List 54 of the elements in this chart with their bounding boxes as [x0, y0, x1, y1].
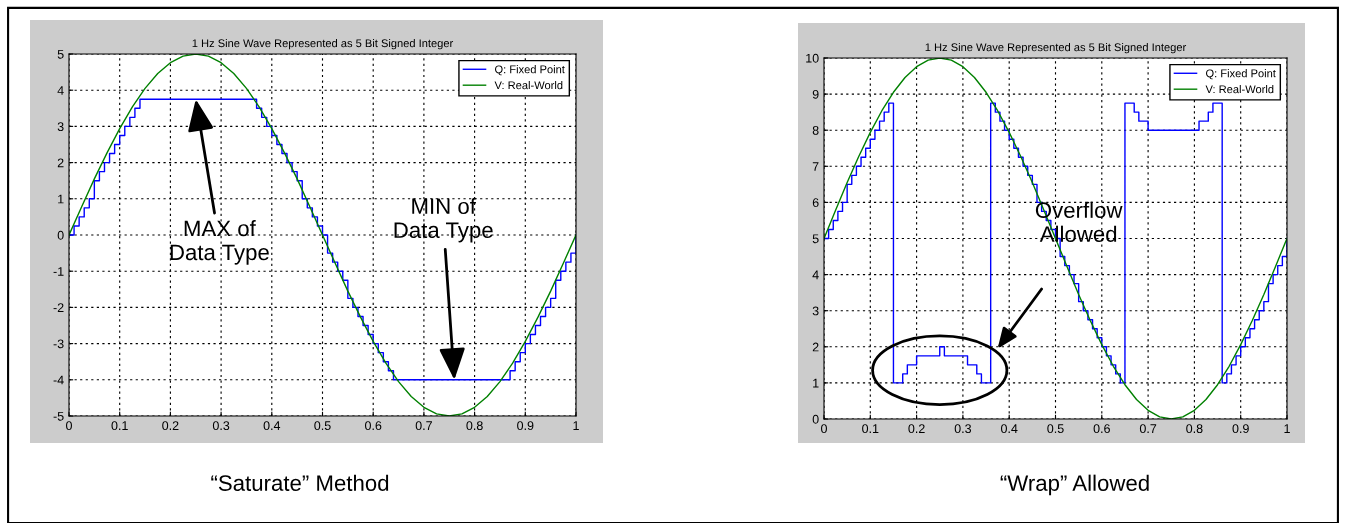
x-tick-label: 0.4	[263, 421, 281, 431]
x-tick-label: 0.1	[111, 421, 128, 431]
y-tick-label: 3	[812, 306, 819, 316]
text: “Saturate” Method	[211, 474, 389, 491]
x-tick-label: 0.7	[415, 421, 432, 431]
x-tick-label: 0.6	[1093, 424, 1110, 434]
y-tick-label: 0	[812, 414, 819, 424]
y-tick-label: -1	[53, 267, 64, 276]
chart-title: 1 Hz Sine Wave Represented as 5 Bit Signed Integer	[192, 39, 454, 50]
y-tick-label: 6	[812, 198, 819, 208]
y-tick-label: 2	[57, 158, 64, 168]
text: “Wrap” Allowed	[1000, 474, 1149, 496]
annotation: MIN of Data Type	[394, 197, 493, 243]
x-tick-label: 0.2	[908, 424, 925, 434]
y-tick-label: 4	[57, 86, 64, 95]
y-tick-label: -3	[53, 339, 64, 349]
x-tick-label: 1	[1284, 424, 1290, 433]
y-tick-label: 9	[812, 89, 819, 99]
x-tick-label: 0.3	[212, 421, 230, 431]
y-tick-label: 1	[813, 378, 819, 388]
legend-label: V: Real-World	[1205, 85, 1274, 94]
y-tick-label: 2	[812, 342, 819, 352]
legend-label: Q: Fixed Point	[1206, 69, 1276, 80]
x-tick-label: 0.5	[1047, 424, 1064, 434]
legend-label: V: Real-World	[494, 81, 563, 90]
x-tick-label: 1	[573, 421, 579, 430]
y-tick-label: 0	[57, 230, 64, 240]
y-tick-label: -4	[53, 375, 64, 385]
y-tick-label: -5	[53, 411, 64, 421]
y-tick-label: 5	[812, 234, 819, 244]
x-tick-label: 0.6	[365, 421, 382, 431]
y-tick-label: 3	[57, 122, 64, 132]
annotation: MAX of Data Type	[170, 220, 269, 265]
y-tick-label: 4	[812, 270, 819, 280]
x-tick-label: 0.1	[862, 424, 879, 434]
x-tick-label: 0.2	[162, 421, 179, 431]
x-tick-label: 0.8	[466, 421, 483, 431]
y-tick-label: 5	[57, 49, 64, 59]
x-tick-label: 0.8	[1186, 424, 1203, 434]
y-tick-label: -2	[53, 303, 64, 312]
y-tick-label: 8	[812, 126, 819, 135]
x-tick-label: 0	[821, 424, 827, 434]
y-tick-label: 1	[58, 194, 64, 204]
y-tick-label: 10	[806, 53, 819, 63]
chart-title: 1 Hz Sine Wave Represented as 5 Bit Signed Integer	[925, 43, 1187, 54]
x-tick-label: 0.5	[314, 421, 331, 431]
x-tick-label: 0.4	[1001, 424, 1018, 434]
x-tick-label: 0	[66, 421, 72, 431]
x-tick-label: 0.9	[1232, 424, 1249, 434]
legend-label: Q: Fixed Point	[495, 65, 565, 76]
y-tick-label: 7	[812, 162, 819, 171]
x-tick-label: 0.7	[1139, 424, 1157, 434]
x-tick-label: 0.9	[517, 421, 534, 431]
x-tick-label: 0.3	[954, 424, 972, 434]
